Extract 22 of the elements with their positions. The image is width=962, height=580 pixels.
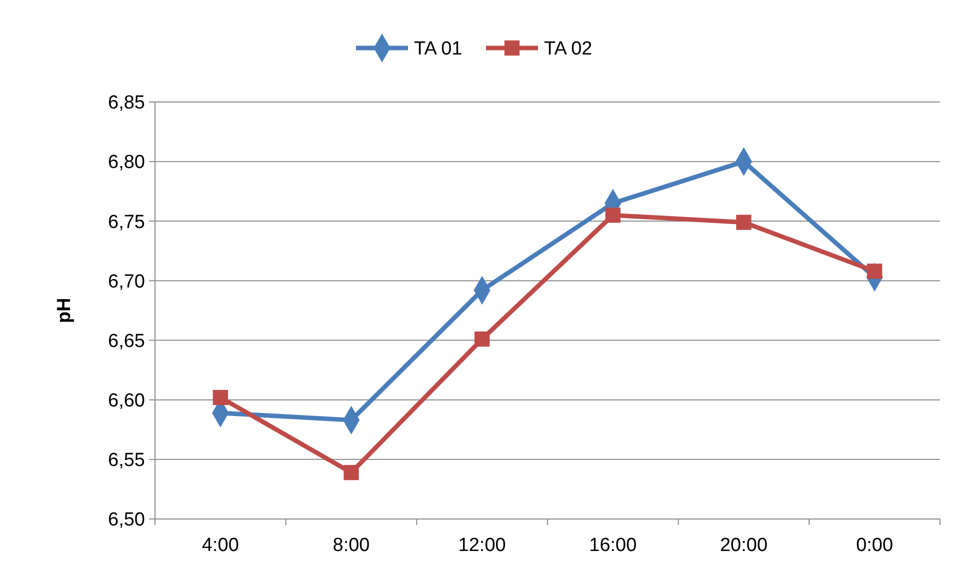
legend-label: TA 02 (544, 38, 592, 60)
point (344, 464, 359, 480)
point (605, 208, 620, 223)
x-tick-label: 4:00 (202, 535, 239, 556)
y-tick-label: 6,70 (108, 271, 145, 292)
x-tick-label: 0:00 (856, 535, 894, 556)
x-tick-label: 8:00 (332, 535, 370, 556)
y-tick-label: 6,50 (108, 510, 145, 531)
x-tick-label: 20:00 (720, 535, 768, 556)
legend-label: TA 01 (414, 38, 462, 60)
x-tick-label: 16:00 (589, 535, 637, 556)
point (736, 214, 752, 230)
y-tick-label: 6,75 (108, 212, 145, 233)
y-tick-label: 6,55 (108, 450, 145, 472)
y-axis-title: pH (54, 298, 75, 324)
point (212, 390, 228, 406)
y-tick-label: 6,65 (108, 330, 145, 352)
y-tick-label: 6,85 (108, 92, 145, 114)
point (474, 332, 490, 347)
x-tick-label: 12:00 (458, 535, 506, 556)
y-tick-label: 6,60 (108, 390, 145, 412)
y-tick-label: 6,80 (108, 152, 145, 174)
